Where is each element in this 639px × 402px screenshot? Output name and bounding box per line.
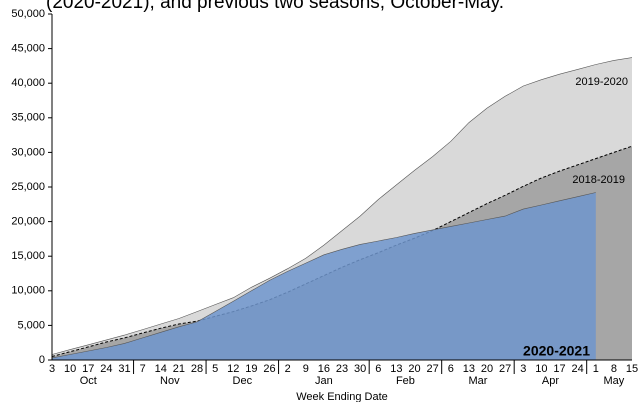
x-tick-label: 5	[212, 363, 218, 375]
y-tick-label: 0	[39, 354, 45, 366]
chart-title: (2020-2021), and previous two seasons, O…	[46, 0, 504, 13]
x-tick-label: 6	[448, 363, 454, 375]
y-tick-label: 30,000	[11, 146, 45, 158]
x-tick-label: 23	[336, 363, 348, 375]
series-label: 2018-2019	[572, 174, 625, 186]
y-tick-label: 15,000	[11, 250, 45, 262]
x-tick-label: 19	[245, 363, 257, 375]
area-line	[51, 192, 596, 359]
x-tick-label: 13	[390, 363, 402, 375]
y-tick-label: 35,000	[11, 112, 45, 124]
y-tick-label: 45,000	[11, 43, 45, 55]
area-line	[51, 145, 633, 357]
series-label: 2020-2021	[523, 343, 590, 359]
x-tick-label: 20	[408, 363, 420, 375]
x-group-label: May	[603, 375, 624, 387]
x-tick-label: 7	[140, 363, 146, 375]
y-tick-label: 10,000	[11, 285, 45, 297]
y-tick-label: 20,000	[11, 216, 45, 228]
x-tick-label: 28	[191, 363, 203, 375]
x-tick-label: 31	[118, 363, 130, 375]
x-tick-label: 27	[427, 363, 439, 375]
x-tick-label: 17	[82, 363, 94, 375]
x-group-label: Jan	[315, 375, 333, 387]
x-tick-label: 9	[303, 363, 309, 375]
x-tick-label: 16	[318, 363, 330, 375]
x-axis-label: Week Ending Date	[296, 391, 388, 402]
x-tick-label: 1	[593, 363, 599, 375]
y-tick-label: 5,000	[17, 319, 45, 331]
x-tick-label: 27	[499, 363, 511, 375]
x-group-label: Apr	[542, 375, 559, 387]
area-line	[51, 57, 633, 355]
x-tick-label: 24	[100, 363, 112, 375]
x-tick-label: 8	[611, 363, 617, 375]
x-tick-label: 21	[173, 363, 185, 375]
x-group-label: Feb	[396, 375, 415, 387]
y-tick-label: 40,000	[11, 77, 45, 89]
x-tick-label: 2	[285, 363, 291, 375]
x-tick-label: 14	[155, 363, 167, 375]
x-tick-label: 12	[227, 363, 239, 375]
x-group-label: Mar	[468, 375, 487, 387]
x-group-label: Oct	[80, 375, 97, 387]
x-group-label: Dec	[233, 375, 253, 387]
x-tick-label: 15	[626, 363, 638, 375]
series-label: 2019-2020	[575, 76, 628, 88]
x-tick-label: 30	[354, 363, 366, 375]
x-tick-label: 10	[535, 363, 547, 375]
x-tick-label: 3	[49, 363, 55, 375]
x-tick-label: 24	[572, 363, 584, 375]
area	[52, 192, 596, 360]
x-tick-label: 6	[375, 363, 381, 375]
y-tick-label: 25,000	[11, 181, 45, 193]
x-tick-label: 3	[520, 363, 526, 375]
x-tick-label: 13	[463, 363, 475, 375]
x-tick-label: 26	[263, 363, 275, 375]
x-group-label: Nov	[160, 375, 180, 387]
x-tick-label: 20	[481, 363, 493, 375]
y-tick-label: 50,000	[11, 8, 45, 20]
x-tick-label: 17	[553, 363, 565, 375]
x-tick-label: 10	[64, 363, 76, 375]
